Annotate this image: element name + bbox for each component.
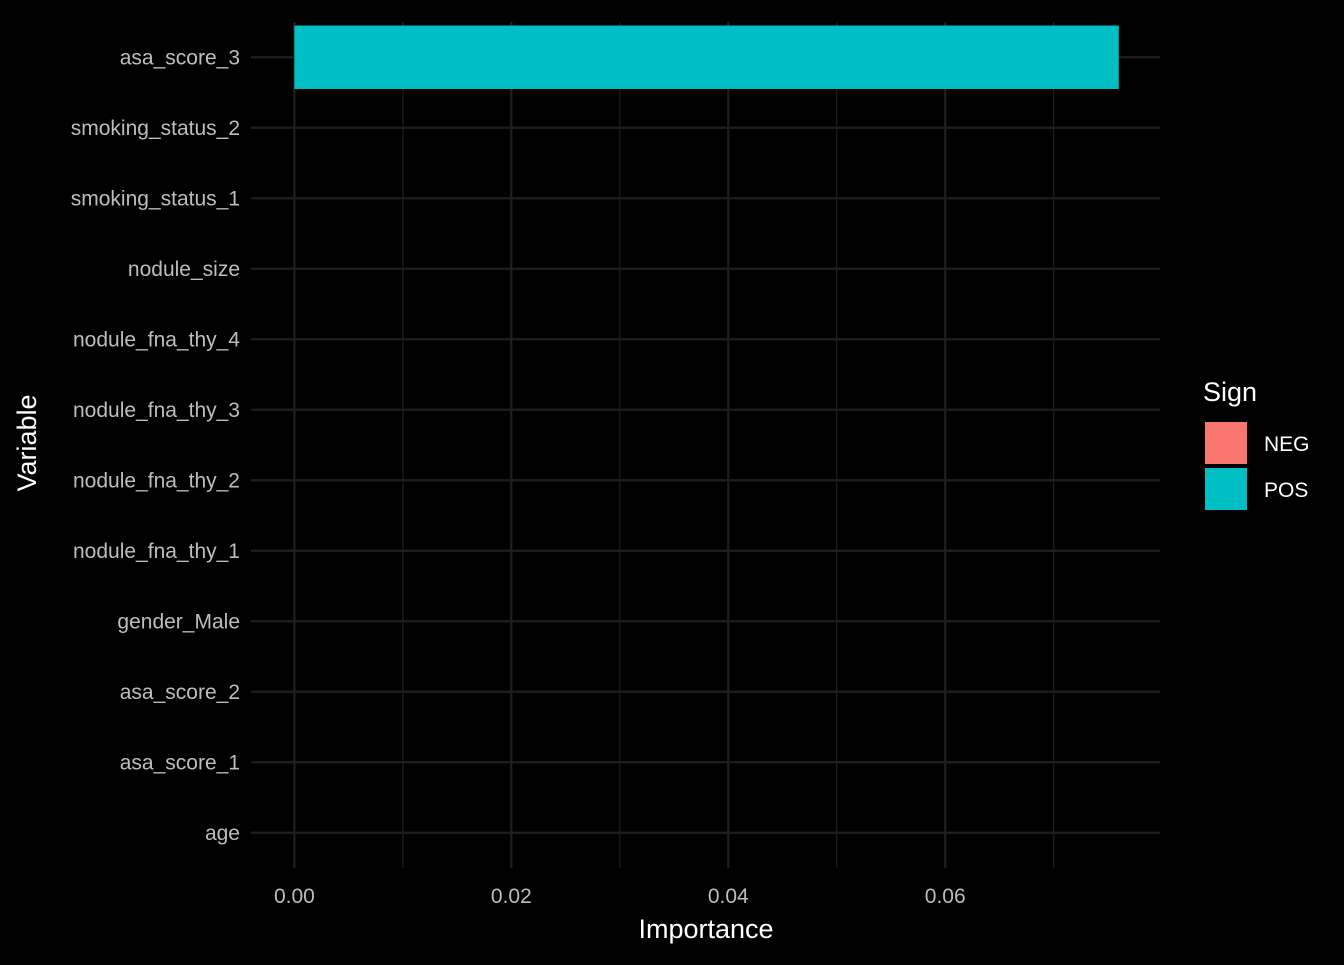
legend-title: Sign [1203, 377, 1257, 407]
legend-label-neg: NEG [1264, 433, 1310, 456]
y-tick-label: smoking_status_1 [71, 187, 240, 210]
bar-asa_score_3 [294, 25, 1119, 89]
y-tick-label: nodule_fna_thy_3 [73, 399, 240, 422]
x-tick-label: 0.04 [708, 885, 749, 908]
x-tick-label: 0.02 [491, 885, 532, 908]
y-tick-label: smoking_status_2 [71, 117, 240, 140]
y-axis-title: Variable [12, 394, 42, 491]
legend: Sign NEG POS [1203, 377, 1310, 510]
legend-key-neg [1205, 422, 1247, 464]
y-tick-label: nodule_size [128, 258, 240, 281]
y-tick-label: asa_score_2 [120, 681, 240, 704]
legend-entries: NEG POS [1205, 422, 1310, 510]
bar-layer [294, 25, 1119, 89]
x-axis-title: Importance [638, 914, 773, 944]
y-tick-label: nodule_fna_thy_1 [73, 540, 240, 563]
legend-label-pos: POS [1264, 479, 1308, 502]
y-tick-label: asa_score_1 [120, 751, 240, 774]
legend-key-pos [1205, 468, 1247, 510]
y-tick-label: nodule_fna_thy_2 [73, 469, 240, 492]
x-tick-labels: 0.00 0.02 0.04 0.06 [274, 885, 966, 908]
y-tick-labels: asa_score_3 smoking_status_2 smoking_statu… [71, 46, 241, 845]
x-tick-label: 0.00 [274, 885, 315, 908]
y-tick-label: nodule_fna_thy_4 [73, 328, 240, 351]
y-tick-label: age [205, 822, 240, 845]
y-tick-label: gender_Male [117, 610, 240, 633]
y-tick-label: asa_score_3 [120, 46, 240, 69]
x-tick-label: 0.06 [925, 885, 966, 908]
